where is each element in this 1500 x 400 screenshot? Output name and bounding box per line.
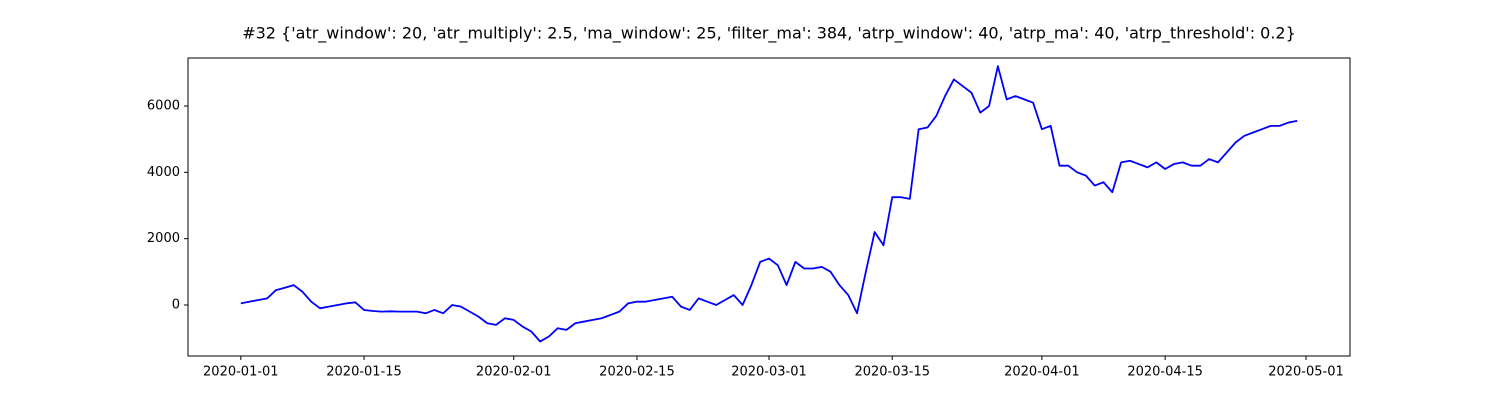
x-tick-label: 2020-01-01 — [203, 365, 279, 380]
x-tick-label: 2020-03-01 — [731, 365, 807, 380]
y-tick-label: 4000 — [147, 165, 180, 180]
y-tick-label: 2000 — [147, 231, 180, 246]
x-tick-label: 2020-02-01 — [476, 365, 552, 380]
x-tick-label: 2020-02-15 — [599, 365, 675, 380]
x-tick-label: 2020-03-15 — [854, 365, 930, 380]
plot-frame — [187, 57, 1351, 357]
y-tick-label: 6000 — [147, 98, 180, 113]
x-tick-label: 2020-05-01 — [1268, 365, 1344, 380]
line — [240, 65, 1298, 343]
x-tick-label: 2020-01-15 — [326, 365, 402, 380]
chart-title: #32 {'atr_window': 20, 'atr_multiply': 2… — [242, 24, 1296, 44]
y-tick-label: 0 — [172, 297, 180, 312]
x-tick-label: 2020-04-01 — [1004, 365, 1080, 380]
x-tick-label: 2020-04-15 — [1127, 365, 1203, 380]
